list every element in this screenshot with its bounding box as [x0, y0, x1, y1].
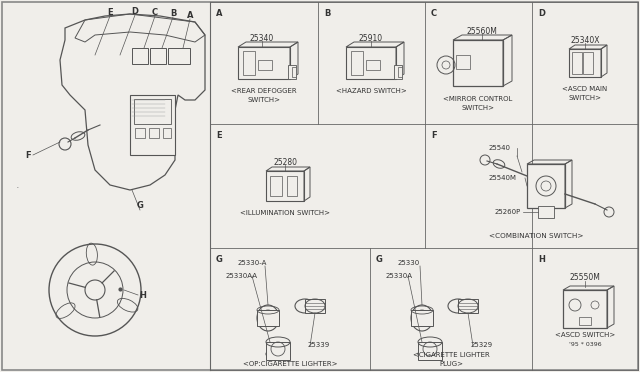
Bar	[418, 342, 442, 360]
Text: <HAZARD SWITCH>: <HAZARD SWITCH>	[335, 88, 406, 94]
Text: 25910: 25910	[359, 33, 383, 42]
Bar	[305, 299, 325, 313]
Bar	[163, 128, 171, 138]
Bar	[243, 51, 255, 75]
Bar	[135, 128, 145, 138]
Bar	[351, 51, 363, 75]
Text: 25339: 25339	[308, 342, 330, 348]
Text: A: A	[187, 10, 193, 19]
Bar	[398, 67, 402, 77]
Text: 25330: 25330	[398, 260, 420, 266]
Text: F: F	[431, 131, 436, 140]
Text: 25280: 25280	[273, 157, 297, 167]
Text: 25340: 25340	[250, 33, 274, 42]
Text: <CIGARETTE LIGHTER: <CIGARETTE LIGHTER	[413, 352, 490, 358]
Text: D: D	[131, 6, 138, 16]
Text: <MIRROR CONTROL: <MIRROR CONTROL	[444, 96, 513, 102]
Bar	[346, 47, 396, 79]
Bar	[366, 60, 380, 70]
Bar	[257, 310, 279, 326]
Text: PLUG>: PLUG>	[439, 361, 463, 367]
Bar	[168, 48, 190, 64]
Text: .: .	[16, 180, 20, 190]
Bar	[238, 47, 290, 79]
Text: <ILLUMINATION SWITCH>: <ILLUMINATION SWITCH>	[240, 210, 330, 216]
Bar	[563, 290, 607, 328]
Bar	[132, 48, 148, 64]
Bar	[130, 95, 175, 155]
Text: 25260P: 25260P	[495, 209, 521, 215]
Bar	[150, 48, 166, 64]
Bar	[572, 52, 582, 74]
Text: <OP:CIGARETTE LIGHTER>: <OP:CIGARETTE LIGHTER>	[243, 361, 337, 367]
Bar	[292, 67, 296, 77]
Text: B: B	[170, 9, 176, 17]
Bar	[394, 65, 402, 79]
Text: 25330AA: 25330AA	[226, 273, 258, 279]
Text: <ASCD SWITCH>: <ASCD SWITCH>	[555, 332, 615, 338]
Bar	[411, 310, 433, 326]
Bar	[288, 65, 296, 79]
Text: D: D	[538, 9, 545, 18]
Bar	[456, 55, 470, 69]
Text: E: E	[107, 7, 113, 16]
Text: SWITCH>: SWITCH>	[568, 95, 602, 101]
Text: <ASCD MAIN: <ASCD MAIN	[563, 86, 607, 92]
Bar	[149, 128, 159, 138]
Text: G: G	[376, 255, 383, 264]
Bar	[583, 52, 593, 74]
Bar	[266, 342, 290, 360]
Text: B: B	[324, 9, 330, 18]
Text: SWITCH>: SWITCH>	[461, 105, 495, 111]
Text: H: H	[538, 255, 545, 264]
Text: 25330A: 25330A	[386, 273, 413, 279]
Text: G: G	[136, 201, 143, 209]
Bar	[527, 164, 565, 208]
Bar	[579, 317, 591, 325]
Text: SWITCH>: SWITCH>	[248, 97, 280, 103]
Text: 25550M: 25550M	[570, 273, 600, 282]
Bar	[569, 49, 601, 77]
Bar	[270, 176, 282, 196]
Text: '95 * 0396: '95 * 0396	[569, 341, 602, 346]
Text: G: G	[216, 255, 223, 264]
Bar	[453, 40, 503, 86]
Text: 25340X: 25340X	[570, 35, 600, 45]
Text: 25540M: 25540M	[489, 175, 517, 181]
Text: E: E	[216, 131, 221, 140]
Text: <REAR DEFOGGER: <REAR DEFOGGER	[231, 88, 297, 94]
Text: 25540: 25540	[489, 145, 511, 151]
Bar	[538, 206, 554, 218]
Bar	[134, 99, 171, 124]
Text: A: A	[216, 9, 223, 18]
Text: C: C	[431, 9, 437, 18]
Text: C: C	[152, 7, 158, 16]
Text: <COMBINATION SWITCH>: <COMBINATION SWITCH>	[489, 233, 583, 239]
Text: 25329: 25329	[471, 342, 493, 348]
Text: 25330-A: 25330-A	[238, 260, 268, 266]
Bar	[458, 299, 478, 313]
Bar	[266, 171, 304, 201]
Text: 25560M: 25560M	[467, 26, 497, 35]
Text: H: H	[140, 291, 147, 299]
Bar	[258, 60, 272, 70]
Text: F: F	[25, 151, 31, 160]
Bar	[287, 176, 297, 196]
